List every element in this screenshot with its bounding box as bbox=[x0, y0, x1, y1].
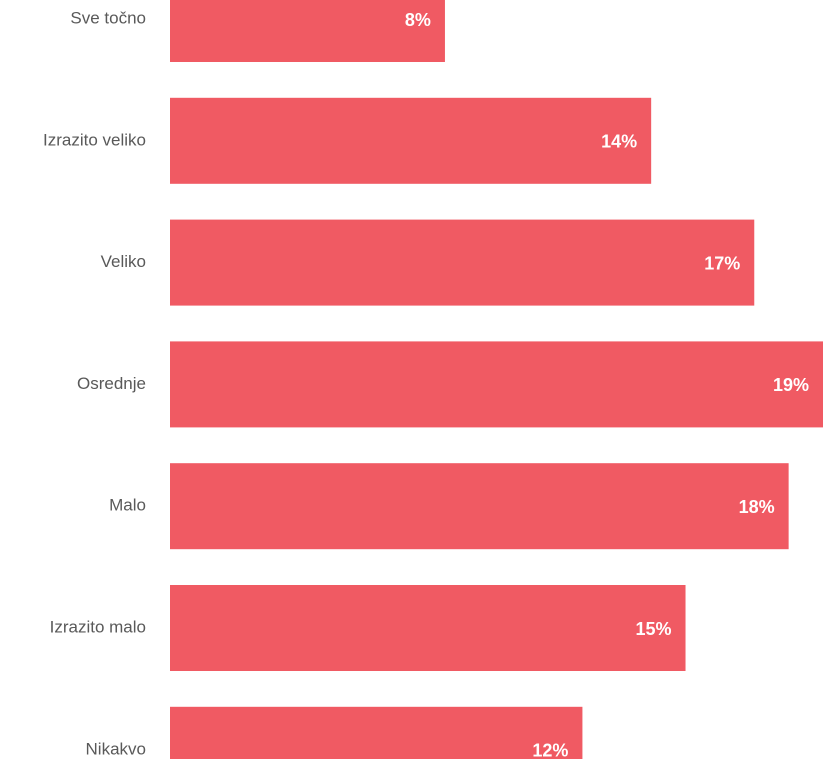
category-label: Izrazito malo bbox=[50, 617, 146, 636]
bar bbox=[170, 463, 789, 550]
bar bbox=[170, 706, 583, 759]
category-label: Nikakvo bbox=[86, 739, 146, 758]
value-label: 19% bbox=[773, 375, 809, 395]
value-label: 17% bbox=[704, 253, 740, 273]
value-label: 8% bbox=[405, 10, 431, 30]
category-label: Sve točno bbox=[70, 8, 146, 27]
value-label: 12% bbox=[532, 741, 568, 759]
bar bbox=[170, 0, 445, 62]
value-label: 15% bbox=[635, 619, 671, 639]
category-label: Osrednje bbox=[77, 374, 146, 393]
bar bbox=[170, 341, 823, 428]
category-label: Izrazito veliko bbox=[43, 130, 146, 149]
category-label: Veliko bbox=[101, 252, 146, 271]
value-label: 18% bbox=[739, 497, 775, 517]
category-label: Malo bbox=[109, 496, 146, 515]
value-label: 14% bbox=[601, 132, 637, 152]
bar bbox=[170, 219, 755, 306]
bar bbox=[170, 97, 652, 184]
bar bbox=[170, 585, 686, 671]
